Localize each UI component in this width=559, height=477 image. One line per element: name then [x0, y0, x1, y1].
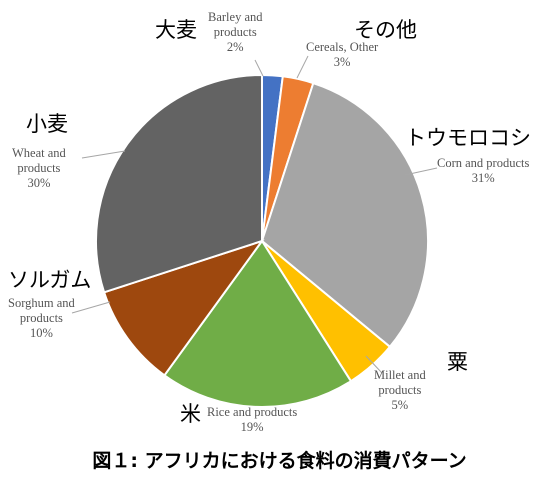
jp-label-other-cereals: その他	[354, 18, 417, 42]
data-label-corn: Corn and products 31%	[437, 156, 530, 185]
leader-line	[404, 167, 438, 176]
figure-caption: 図１: アフリカにおける食料の消費パターン	[92, 450, 467, 472]
leader-line	[365, 355, 383, 374]
pie-slice-rice	[163, 239, 353, 408]
leader-line	[81, 150, 126, 159]
jp-label-sorghum: ソルガム	[8, 268, 92, 292]
data-label-other-cereals: Cereals, Other 3%	[306, 40, 379, 69]
data-label-rice: Rice and products 19%	[207, 405, 298, 434]
jp-label-rice: 米	[180, 402, 201, 426]
leader-line	[254, 59, 264, 77]
data-label-wheat: Wheat and products 30%	[12, 146, 66, 190]
leader-line	[71, 301, 111, 314]
leader-line	[296, 55, 309, 79]
data-label-barley: Barley and products 2%	[208, 10, 263, 54]
data-label-millet: Millet and products 5%	[374, 368, 426, 412]
pie-slice-corn	[260, 81, 429, 349]
jp-label-millet: 粟	[447, 350, 468, 374]
jp-label-corn: トウモロコシ	[405, 126, 531, 150]
pie-slice-wheat	[95, 73, 263, 294]
jp-label-barley: 大麦	[155, 18, 197, 42]
data-label-sorghum: Sorghum and products 10%	[8, 296, 75, 340]
jp-label-wheat: 小麦	[26, 112, 68, 136]
pie-slice-sorghum	[102, 239, 265, 377]
